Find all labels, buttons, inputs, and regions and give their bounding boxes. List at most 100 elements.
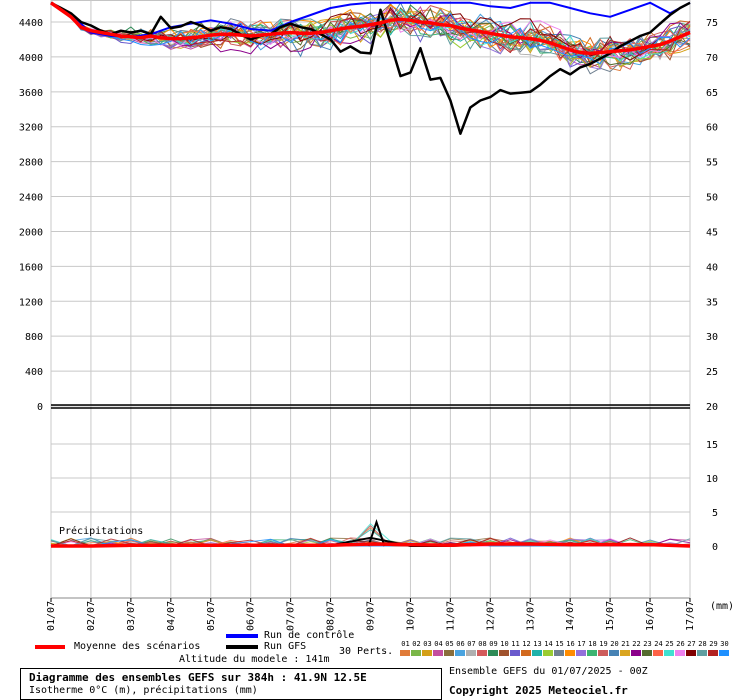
pert-number: 08 [478, 640, 487, 648]
legend-perts-label: 30 Perts. [339, 646, 394, 657]
left-tick-label: 0 [37, 402, 43, 413]
pert-swatch [455, 650, 465, 656]
pert-number: 19 [599, 640, 608, 648]
pert-swatch [400, 650, 410, 656]
pert-number: 04 [434, 640, 443, 648]
left-tick-label: 4000 [19, 53, 43, 64]
pert-swatch [686, 650, 696, 656]
pert-number: 07 [467, 640, 476, 648]
pert-swatch [587, 650, 597, 656]
run-info: Ensemble GEFS du 01/07/2025 - 00Z [449, 666, 648, 677]
series-lines [49, 1, 691, 548]
gfs-line [50, 1, 691, 135]
pert-swatch [499, 650, 509, 656]
pert-number-row: 01 02 03 04 05 06 07 08 09 10 11 12 13 14 15 16 17 18 19 20… [400, 640, 732, 660]
date-label: 05/07 [206, 601, 217, 631]
pert-number: 17 [577, 640, 586, 648]
date-label: 01/07 [46, 601, 57, 631]
pert-swatch [488, 650, 498, 656]
pert-number: 24 [654, 640, 663, 648]
left-tick-label: 1200 [19, 297, 43, 308]
pert-number: 10 [500, 640, 509, 648]
unit-label: (mm) [710, 601, 734, 612]
legend-gfs-swatch [226, 645, 258, 649]
pert-number: 15 [555, 640, 564, 648]
pert-number: 11 [511, 640, 520, 648]
pert-swatch [422, 650, 432, 656]
left-tick-label: 1600 [19, 262, 43, 273]
pert-swatch [598, 650, 608, 656]
pert-number: 12 [522, 640, 531, 648]
pert-swatch [620, 650, 630, 656]
right-tick-label: 50 [706, 193, 718, 204]
pert-number: 25 [665, 640, 674, 648]
copyright: Copyright 2025 Meteociel.fr [449, 684, 628, 697]
pert-swatch [477, 650, 487, 656]
left-tick-label: 4400 [19, 18, 43, 29]
pert-number: 26 [676, 640, 685, 648]
left-tick-label: 3600 [19, 88, 43, 99]
date-label: 04/07 [166, 601, 177, 631]
pert-swatch [411, 650, 421, 656]
pert-swatch [576, 650, 586, 656]
legend-control-label: Run de contrôle [264, 630, 355, 641]
right-tick-label: 35 [706, 297, 718, 308]
date-label: 14/07 [565, 601, 576, 631]
pert-swatch [697, 650, 707, 656]
gfs-precip-peak [367, 519, 386, 547]
legend-mean-label: Moyenne des scénarios [74, 641, 201, 652]
date-label: 06/07 [246, 601, 257, 631]
pert-swatch [565, 650, 575, 656]
legend-mean-swatch [35, 645, 65, 649]
date-label: 17/07 [685, 601, 696, 631]
right-tick-label: 25 [706, 367, 718, 378]
pert-swatch [466, 650, 476, 656]
right-tick-label: 55 [706, 158, 718, 169]
pert-number: 02 [412, 640, 421, 648]
mean-precip-line [51, 542, 691, 548]
pert-number: 29 [709, 640, 718, 648]
model-altitude: Altitude du modele : 141m [179, 654, 330, 665]
date-label: 09/07 [366, 601, 377, 631]
pert-number: 27 [687, 640, 696, 648]
pert-number: 05 [445, 640, 454, 648]
pert-swatch [708, 650, 718, 656]
left-tick-label: 3200 [19, 123, 43, 134]
date-label: 16/07 [645, 601, 656, 631]
pert-swatch [543, 650, 553, 656]
left-tick-label: 2400 [19, 193, 43, 204]
pert-line [50, 2, 691, 65]
footer-subtitle: Isotherme 0°C (m), précipitations (mm) [29, 685, 258, 696]
pert-swatch [653, 650, 663, 656]
date-label: 15/07 [605, 601, 616, 631]
pert-swatch [510, 650, 520, 656]
date-label: 11/07 [445, 601, 456, 631]
pert-number: 28 [698, 640, 707, 648]
pert-swatch [554, 650, 564, 656]
pert-number: 20 [610, 640, 619, 648]
right-tick-label: 30 [706, 332, 718, 343]
pert-swatch [642, 650, 652, 656]
pert-swatch [609, 650, 619, 656]
right-tick-label: 65 [706, 88, 718, 99]
right-tick-label: 20 [706, 402, 718, 413]
pert-number: 30 [720, 640, 729, 648]
mean-line [49, 1, 691, 56]
pert-number: 16 [566, 640, 575, 648]
pert-line [50, 2, 691, 61]
pert-swatch [444, 650, 454, 656]
date-label: 08/07 [326, 601, 337, 631]
pert-number: 14 [544, 640, 553, 648]
date-label: 02/07 [86, 601, 97, 631]
pert-number: 18 [588, 640, 597, 648]
date-label: 10/07 [405, 601, 416, 631]
pert-number: 23 [643, 640, 652, 648]
date-label: 13/07 [525, 601, 536, 631]
pert-swatch [433, 650, 443, 656]
right-tick-label: 0 [712, 542, 718, 553]
pert-number: 03 [423, 640, 432, 648]
date-label: 03/07 [126, 601, 137, 631]
pert-number: 21 [621, 640, 630, 648]
